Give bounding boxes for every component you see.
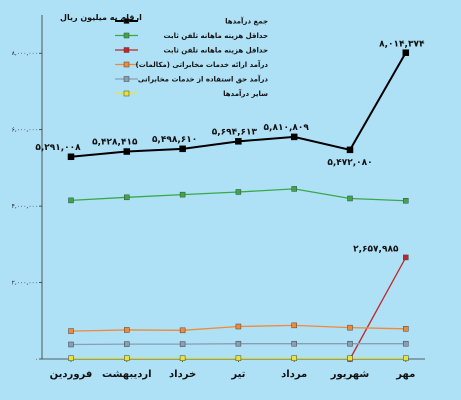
data-point (235, 340, 242, 347)
data-point (124, 341, 130, 347)
data-label: ۵,۴۷۲,۰۸۰ (327, 158, 372, 168)
data-point (68, 355, 74, 361)
legend-label: درآمد حق استفاده از خدمات مخابراتی (138, 75, 268, 84)
x-tick-label: اردیبهشت (102, 369, 152, 380)
legend-swatch-marker (123, 90, 130, 97)
data-point (403, 355, 409, 361)
data-point (124, 194, 130, 201)
data-point (291, 322, 297, 329)
data-label: ۵,۴۹۸,۶۱۰ (152, 135, 197, 145)
legend-swatch-marker (123, 61, 130, 68)
data-point (403, 340, 409, 347)
x-tick-label: مرداد (281, 369, 307, 380)
data-point (235, 355, 242, 361)
legend: جمع درآمدها حداقل هزینه ماهانه تلفن ثابت ح… (115, 17, 269, 98)
data-label: ۵,۲۹۱,۰۰۸ (35, 143, 81, 153)
y-tick-label: ۴,۰۰۰,۰۰۰ (12, 203, 38, 210)
legend-label: حداقل هزینه ماهانه تلفن ثابت (164, 47, 268, 55)
data-point (68, 328, 74, 334)
data-point (68, 341, 74, 348)
x-tick-label: فروردین (50, 369, 93, 380)
data-point (347, 355, 353, 361)
data-point (347, 324, 353, 331)
legend-label: جمع درآمدها (225, 17, 268, 26)
data-labels: ۵,۲۹۱,۰۰۸ ۵,۴۲۸,۴۱۵ ۵,۴۹۸,۶۱۰ ۵,۶۹۴,۶۱۳ ۵,۸۱… (35, 40, 425, 255)
legend-swatch-marker (123, 76, 130, 82)
y-unit-label: ارقام به میلیون ریال (60, 13, 142, 22)
data-point (403, 254, 409, 261)
data-label: ۲,۶۵۷,۹۸۵ (353, 244, 399, 254)
x-tick-label: شهریور (330, 369, 370, 380)
y-tick-label: ۶,۰۰۰,۰۰۰ (12, 127, 38, 134)
legend-swatch-marker (123, 47, 130, 53)
legend-label: سایر درآمدها (223, 89, 268, 98)
data-point (291, 340, 297, 347)
data-point (403, 326, 409, 332)
legend-swatch-marker (123, 18, 130, 24)
data-point (403, 198, 409, 204)
data-point (235, 189, 242, 195)
x-tick-label: خرداد (169, 369, 196, 380)
y-tick-label: ۰ (35, 356, 38, 363)
data-label: ۵,۶۹۴,۶۱۳ (212, 127, 258, 137)
y-tick-label: ۲,۰۰۰,۰۰۰ (12, 280, 38, 287)
data-point (291, 355, 297, 361)
legend-swatch-marker (123, 32, 130, 39)
legend-label: حداقل هزینه ماهانه تلفن ثابت (164, 32, 268, 40)
data-label: ۵,۸۱۰,۸۰۹ (264, 123, 310, 133)
data-point (179, 145, 186, 153)
data-point (235, 323, 242, 330)
data-point (179, 341, 186, 347)
series-line (349, 257, 407, 360)
data-label: ۸,۰۱۴,۳۷۴ (379, 40, 425, 50)
data-point (123, 148, 131, 155)
data-point (347, 340, 353, 347)
data-point (291, 186, 297, 192)
data-point (179, 191, 186, 198)
data-point (179, 327, 186, 334)
data-point (124, 327, 130, 333)
legend-label: درآمد ارائه خدمات مخابراتی (مکالمات) (136, 60, 269, 69)
data-point (124, 355, 130, 361)
data-point (402, 49, 410, 56)
data-point (235, 138, 242, 145)
data-point (67, 153, 75, 161)
data-label: ۵,۴۲۸,۴۱۵ (92, 138, 138, 148)
x-tick-label: تیر (230, 369, 245, 380)
axes: ارقام به میلیون ریال ۰ ۲,۰۰۰,۰۰۰ ۴,۰۰۰,۰۰۰ ۶… (12, 13, 425, 380)
data-point (346, 146, 354, 154)
data-point (179, 355, 186, 361)
data-point (68, 197, 74, 204)
series-lines (67, 49, 410, 362)
data-point (347, 195, 353, 202)
x-tick-label: مهر (395, 369, 415, 380)
data-point (290, 133, 298, 141)
y-tick-label: ۸,۰۰۰,۰۰۰ (12, 50, 38, 57)
